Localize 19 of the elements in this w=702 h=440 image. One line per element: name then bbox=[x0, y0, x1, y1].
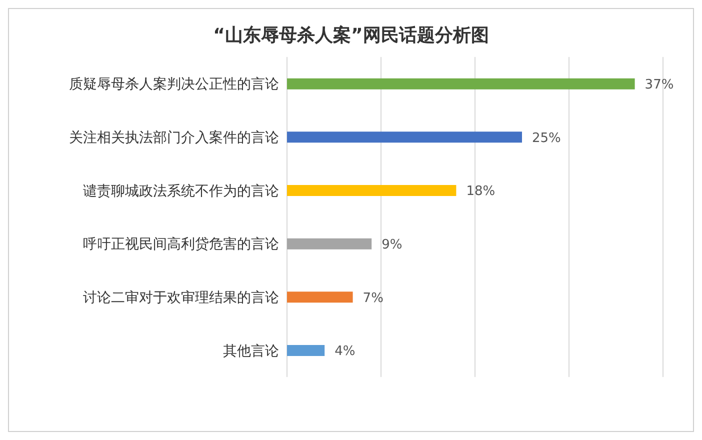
y-tick-label: 呼吁正视民间高利贷危害的言论 bbox=[83, 236, 279, 253]
data-label: 7% bbox=[362, 290, 384, 306]
data-label: 25% bbox=[532, 130, 561, 146]
bar bbox=[287, 345, 325, 356]
y-tick-label: 质疑辱母杀人案判决公正性的言论 bbox=[69, 76, 279, 93]
bar bbox=[287, 185, 456, 196]
chart-title: “山东辱母杀人案”网民话题分析图 bbox=[212, 24, 490, 47]
y-tick-label: 其他言论 bbox=[223, 343, 279, 360]
data-label: 4% bbox=[334, 344, 356, 360]
bar bbox=[287, 238, 372, 250]
y-tick-label: 谴责聊城政法系统不作为的言论 bbox=[83, 183, 279, 200]
y-tick-label: 关注相关执法部门介入案件的言论 bbox=[69, 128, 279, 146]
bar bbox=[287, 78, 635, 90]
data-label: 37% bbox=[644, 77, 674, 92]
bar bbox=[287, 132, 522, 143]
y-tick-label: 讨论二审对于欢审理结果的言论 bbox=[83, 290, 279, 306]
data-label: 9% bbox=[382, 237, 402, 252]
data-label: 18% bbox=[466, 184, 496, 200]
bar bbox=[287, 292, 353, 303]
